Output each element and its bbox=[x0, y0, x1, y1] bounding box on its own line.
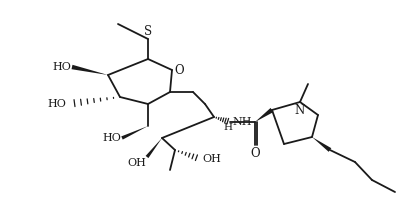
Polygon shape bbox=[71, 65, 108, 75]
Text: H: H bbox=[224, 123, 232, 132]
Text: NH: NH bbox=[232, 117, 252, 127]
Text: HO: HO bbox=[102, 133, 121, 143]
Polygon shape bbox=[312, 137, 331, 152]
Text: OH: OH bbox=[202, 154, 221, 164]
Text: N: N bbox=[295, 104, 305, 117]
Polygon shape bbox=[255, 108, 273, 122]
Polygon shape bbox=[145, 138, 162, 158]
Text: HO: HO bbox=[47, 99, 66, 109]
Polygon shape bbox=[121, 126, 148, 140]
Text: S: S bbox=[144, 25, 152, 38]
Text: OH: OH bbox=[127, 158, 146, 168]
Text: HO: HO bbox=[52, 62, 71, 72]
Text: O: O bbox=[250, 147, 260, 160]
Text: O: O bbox=[174, 63, 184, 77]
